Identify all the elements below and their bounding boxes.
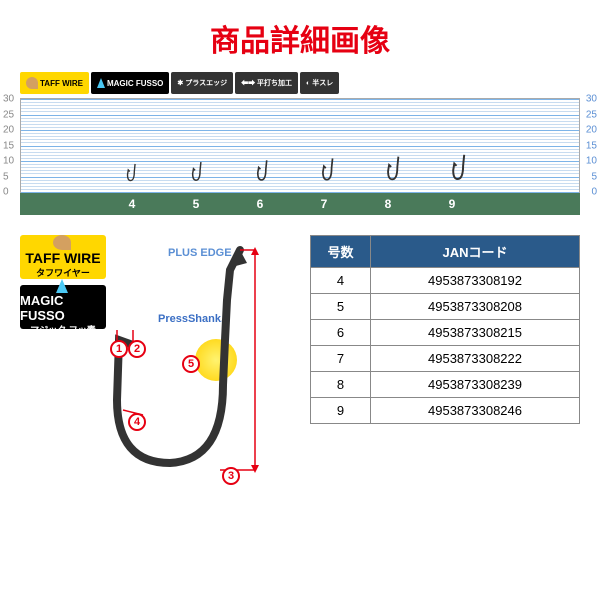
callout-5: 5 (182, 355, 200, 373)
hook-size-9 (451, 152, 469, 184)
size-label: 6 (228, 193, 292, 215)
y-axis-label: 20 (586, 125, 597, 136)
table-row: 84953873308239 (311, 372, 580, 398)
table-cell: 4953873308208 (371, 294, 580, 320)
table-cell: 4 (311, 268, 371, 294)
hook-size-5 (191, 160, 204, 184)
size-label: 5 (164, 193, 228, 215)
callout-2: 2 (128, 340, 146, 358)
badge-magic-fusso: MAGIC FUSSO (91, 72, 169, 94)
hook-size-7 (321, 156, 336, 184)
hook-size-6 (256, 158, 270, 184)
size-axis-bar: 456789 (20, 193, 580, 215)
page-title: 商品詳細画像 (0, 0, 600, 72)
y-axis-label: 10 (586, 156, 597, 167)
y-axis-label: 30 (586, 94, 597, 105)
callout-3: 3 (222, 467, 240, 485)
size-label: 7 (292, 193, 356, 215)
badge-plus-edge: ✱ プラスエッジ (171, 72, 233, 94)
col-size: 号数 (311, 236, 371, 268)
hook-size-8 (386, 154, 403, 184)
hook-size-4 (126, 162, 138, 184)
callout-1: 1 (110, 340, 128, 358)
y-axis-label: 30 (3, 94, 14, 105)
size-chart: 005510101515202025253030 (20, 98, 580, 193)
size-label: 8 (356, 193, 420, 215)
y-axis-label: 25 (586, 109, 597, 120)
y-axis-label: 15 (3, 140, 14, 151)
col-jan: JANコード (371, 236, 580, 268)
table-cell: 6 (311, 320, 371, 346)
table-cell: 5 (311, 294, 371, 320)
table-row: 74953873308222 (311, 346, 580, 372)
table-row: 54953873308208 (311, 294, 580, 320)
diagram-panel: TAFF WIRE タフワイヤー MAGIC FUSSO マジック フッ素 PL… (20, 235, 300, 424)
size-label: 9 (420, 193, 484, 215)
table-cell: 4953873308239 (371, 372, 580, 398)
table-cell: 4953873308215 (371, 320, 580, 346)
callout-4: 4 (128, 413, 146, 431)
y-axis-label: 20 (3, 125, 14, 136)
size-label: 4 (100, 193, 164, 215)
table-cell: 4953873308246 (371, 398, 580, 424)
y-axis-label: 5 (591, 171, 597, 182)
table-cell: 4953873308222 (371, 346, 580, 372)
badge-taff-wire: TAFF WIRE (20, 72, 89, 94)
table-row: 94953873308246 (311, 398, 580, 424)
y-axis-label: 0 (3, 187, 9, 198)
y-axis-label: 10 (3, 156, 14, 167)
y-axis-label: 5 (3, 171, 9, 182)
jan-code-table: 号数JANコード 4495387330819254953873308208649… (310, 235, 580, 424)
table-row: 44953873308192 (311, 268, 580, 294)
badge-row: TAFF WIRE MAGIC FUSSO ✱ プラスエッジ ⬅➡ 平打ち加工 … (0, 72, 600, 94)
table-row: 64953873308215 (311, 320, 580, 346)
table-cell: 7 (311, 346, 371, 372)
chart-grid: 005510101515202025253030 (21, 99, 579, 192)
badge-flat-press: ⬅➡ 平打ち加工 (235, 72, 298, 94)
table-cell: 9 (311, 398, 371, 424)
y-axis-label: 25 (3, 109, 14, 120)
table-cell: 4953873308192 (371, 268, 580, 294)
y-axis-label: 15 (586, 140, 597, 151)
y-axis-label: 0 (591, 187, 597, 198)
table-cell: 8 (311, 372, 371, 398)
badge-half-barb: ◐ 半スレ (300, 72, 339, 94)
